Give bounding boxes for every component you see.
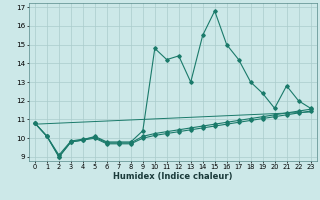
X-axis label: Humidex (Indice chaleur): Humidex (Indice chaleur) [113,172,233,181]
